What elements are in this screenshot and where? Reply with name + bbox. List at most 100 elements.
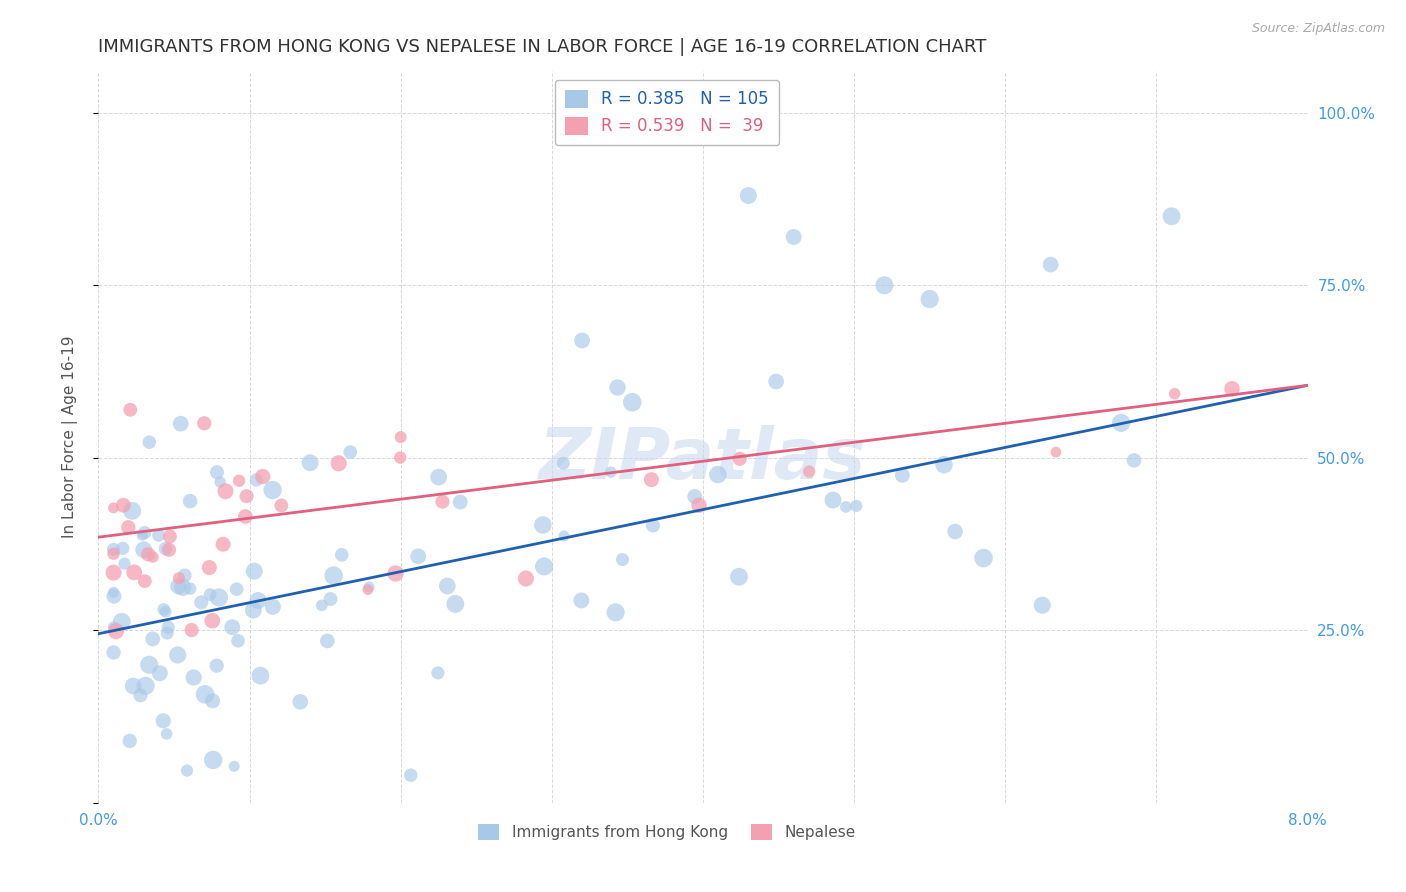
Nepalese [159, 529, 181, 543]
Immigrants from Hong Kong [1123, 453, 1146, 467]
Nepalese [136, 547, 159, 561]
Immigrants from Hong Kong [114, 557, 136, 571]
Immigrants from Hong Kong [179, 494, 201, 508]
Nepalese [1163, 386, 1185, 401]
Immigrants from Hong Kong [449, 495, 471, 509]
Immigrants from Hong Kong [173, 568, 195, 582]
Immigrants from Hong Kong [157, 620, 180, 634]
Nepalese [134, 574, 156, 589]
Nepalese [357, 582, 380, 597]
Text: IMMIGRANTS FROM HONG KONG VS NEPALESE IN LABOR FORCE | AGE 16-19 CORRELATION CHA: IMMIGRANTS FROM HONG KONG VS NEPALESE IN… [98, 38, 987, 56]
Immigrants from Hong Kong [131, 528, 153, 542]
Nepalese [142, 550, 165, 565]
Immigrants from Hong Kong [111, 615, 134, 629]
Immigrants from Hong Kong [606, 380, 628, 394]
Immigrants from Hong Kong [262, 599, 284, 614]
Immigrants from Hong Kong [148, 528, 170, 542]
Immigrants from Hong Kong [142, 632, 165, 646]
Immigrants from Hong Kong [138, 657, 160, 672]
Immigrants from Hong Kong [172, 580, 194, 594]
Nepalese [180, 623, 202, 637]
Nepalese [235, 489, 257, 503]
Nepalese [1220, 382, 1243, 396]
Immigrants from Hong Kong [103, 589, 125, 603]
Nepalese [252, 469, 274, 483]
Immigrants from Hong Kong [737, 188, 759, 202]
Nepalese [104, 624, 127, 638]
Immigrants from Hong Kong [571, 334, 593, 348]
Immigrants from Hong Kong [728, 570, 751, 584]
Immigrants from Hong Kong [103, 542, 125, 557]
Immigrants from Hong Kong [149, 666, 172, 681]
Nepalese [728, 451, 751, 466]
Immigrants from Hong Kong [209, 475, 232, 489]
Nepalese [270, 499, 292, 513]
Nepalese [103, 566, 125, 580]
Nepalese [201, 614, 224, 628]
Legend: Immigrants from Hong Kong, Nepalese: Immigrants from Hong Kong, Nepalese [472, 817, 862, 847]
Nepalese [432, 494, 454, 508]
Nepalese [103, 500, 125, 515]
Immigrants from Hong Kong [118, 734, 141, 748]
Immigrants from Hong Kong [190, 595, 212, 609]
Immigrants from Hong Kong [605, 605, 627, 619]
Immigrants from Hong Kong [121, 504, 143, 518]
Nepalese [235, 509, 257, 524]
Immigrants from Hong Kong [845, 499, 868, 513]
Nepalese [117, 520, 139, 534]
Immigrants from Hong Kong [134, 525, 156, 540]
Immigrants from Hong Kong [205, 465, 228, 479]
Immigrants from Hong Kong [918, 292, 941, 306]
Immigrants from Hong Kong [553, 529, 575, 543]
Immigrants from Hong Kong [290, 695, 312, 709]
Nepalese [198, 560, 221, 574]
Immigrants from Hong Kong [103, 620, 125, 634]
Immigrants from Hong Kong [226, 633, 249, 648]
Immigrants from Hong Kong [821, 493, 844, 508]
Immigrants from Hong Kong [221, 620, 243, 634]
Immigrants from Hong Kong [155, 541, 177, 556]
Immigrants from Hong Kong [205, 658, 228, 673]
Immigrants from Hong Kong [322, 568, 344, 582]
Immigrants from Hong Kong [224, 759, 246, 773]
Immigrants from Hong Kong [103, 585, 125, 599]
Nepalese [328, 456, 350, 470]
Y-axis label: In Labor Force | Age 16-19: In Labor Force | Age 16-19 [62, 335, 77, 539]
Immigrants from Hong Kong [179, 582, 201, 596]
Immigrants from Hong Kong [242, 603, 264, 617]
Nepalese [389, 430, 412, 444]
Nepalese [228, 474, 250, 488]
Immigrants from Hong Kong [707, 467, 730, 482]
Immigrants from Hong Kong [973, 551, 995, 566]
Immigrants from Hong Kong [247, 593, 270, 607]
Immigrants from Hong Kong [152, 714, 174, 728]
Nepalese [193, 417, 215, 431]
Immigrants from Hong Kong [1031, 598, 1053, 612]
Immigrants from Hong Kong [129, 689, 152, 703]
Immigrants from Hong Kong [138, 435, 160, 450]
Immigrants from Hong Kong [176, 764, 198, 778]
Nepalese [122, 566, 145, 580]
Immigrants from Hong Kong [599, 465, 621, 479]
Nepalese [167, 571, 190, 585]
Nepalese [112, 498, 135, 512]
Immigrants from Hong Kong [765, 375, 787, 389]
Immigrants from Hong Kong [201, 694, 224, 708]
Nepalese [214, 484, 236, 499]
Immigrants from Hong Kong [783, 230, 806, 244]
Immigrants from Hong Kong [319, 592, 342, 607]
Nepalese [515, 572, 537, 586]
Immigrants from Hong Kong [399, 768, 422, 782]
Immigrants from Hong Kong [359, 580, 381, 594]
Immigrants from Hong Kong [135, 679, 157, 693]
Immigrants from Hong Kong [932, 458, 955, 472]
Immigrants from Hong Kong [155, 727, 177, 741]
Immigrants from Hong Kong [621, 395, 644, 409]
Immigrants from Hong Kong [243, 564, 266, 578]
Immigrants from Hong Kong [194, 687, 217, 701]
Immigrants from Hong Kong [122, 679, 145, 693]
Nepalese [103, 547, 125, 561]
Immigrants from Hong Kong [316, 634, 339, 648]
Immigrants from Hong Kong [208, 591, 231, 605]
Immigrants from Hong Kong [1109, 416, 1132, 430]
